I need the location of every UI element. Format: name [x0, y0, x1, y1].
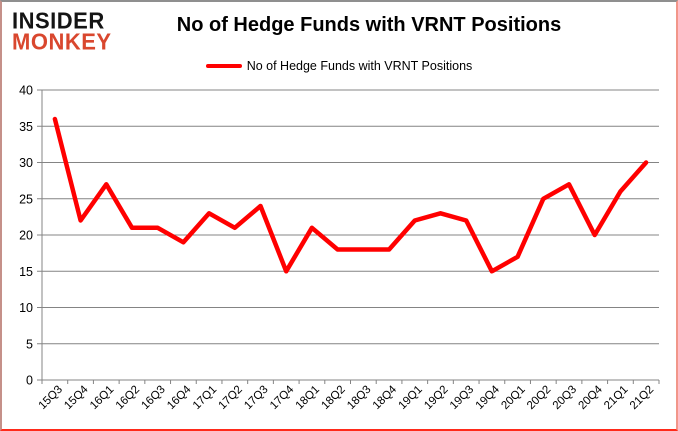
logo-line-monkey: MONKEY: [12, 29, 112, 56]
chart-title: No of Hedge Funds with VRNT Positions: [176, 14, 562, 36]
svg-text:16Q4: 16Q4: [165, 383, 194, 412]
svg-text:25: 25: [19, 192, 33, 206]
legend-label: No of Hedge Funds with VRNT Positions: [246, 59, 473, 73]
insider-monkey-logo: INSIDER MONKEY: [12, 7, 112, 56]
svg-text:40: 40: [19, 84, 33, 98]
svg-text:15Q4: 15Q4: [62, 383, 91, 412]
svg-text:21Q1: 21Q1: [602, 384, 630, 412]
svg-text:21Q2: 21Q2: [628, 384, 656, 412]
svg-text:17Q2: 17Q2: [217, 384, 245, 412]
svg-text:35: 35: [19, 120, 33, 134]
svg-text:30: 30: [19, 156, 33, 170]
svg-text:0: 0: [26, 374, 33, 388]
svg-text:10: 10: [19, 301, 33, 315]
svg-text:16Q3: 16Q3: [139, 384, 167, 412]
svg-text:19Q4: 19Q4: [474, 383, 503, 412]
svg-text:17Q3: 17Q3: [242, 384, 270, 412]
svg-text:18Q3: 18Q3: [345, 384, 373, 412]
svg-text:20Q1: 20Q1: [499, 384, 527, 412]
svg-text:19Q1: 19Q1: [397, 384, 425, 412]
svg-text:17Q4: 17Q4: [268, 383, 297, 412]
chart-legend: No of Hedge Funds with VRNT Positions: [2, 59, 676, 73]
svg-text:18Q1: 18Q1: [294, 384, 322, 412]
svg-text:19Q2: 19Q2: [422, 384, 450, 412]
svg-text:15Q3: 15Q3: [37, 384, 65, 412]
svg-text:5: 5: [26, 337, 33, 351]
svg-text:19Q3: 19Q3: [448, 384, 476, 412]
svg-text:15: 15: [19, 265, 33, 279]
svg-text:16Q2: 16Q2: [114, 384, 142, 412]
svg-text:18Q4: 18Q4: [371, 383, 400, 412]
logo-line-insider: INSIDER: [12, 7, 105, 34]
chart-canvas: 0 5 10 15 20 25 30 35 40 15Q315Q416Q116Q216Q316Q4…: [19, 84, 660, 412]
svg-text:20Q4: 20Q4: [576, 383, 605, 412]
svg-text:20: 20: [19, 229, 33, 243]
svg-text:20Q3: 20Q3: [551, 384, 579, 412]
svg-text:17Q1: 17Q1: [191, 384, 219, 412]
svg-text:16Q1: 16Q1: [88, 384, 116, 412]
svg-text:20Q2: 20Q2: [525, 384, 553, 412]
legend-line-swatch: [205, 64, 242, 68]
svg-text:18Q2: 18Q2: [319, 384, 347, 412]
